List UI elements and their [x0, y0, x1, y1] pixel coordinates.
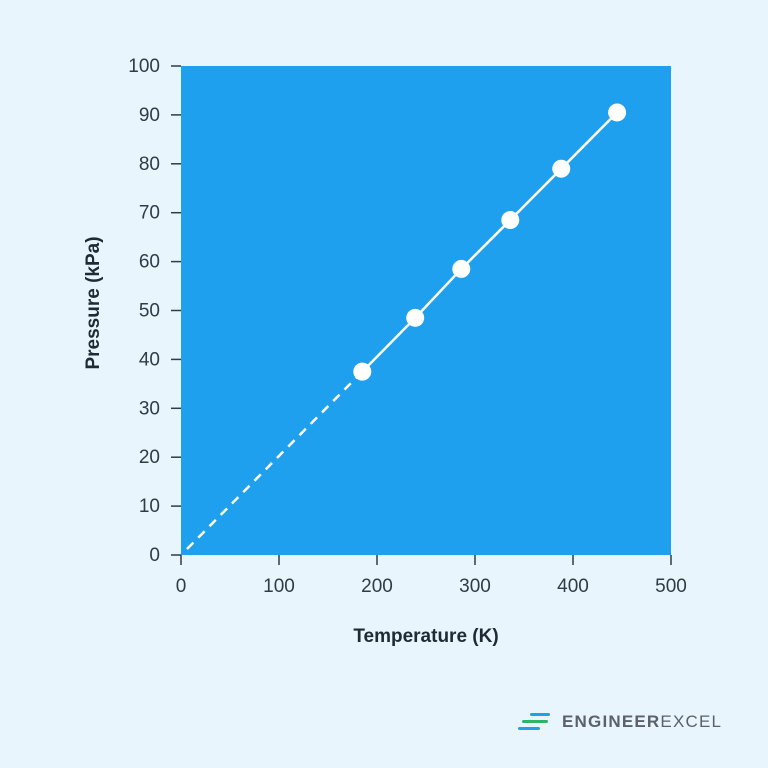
plot-area — [181, 66, 671, 555]
stacked-lines-icon — [518, 710, 552, 734]
data-point — [552, 159, 571, 178]
x-tick-label: 200 — [361, 576, 393, 597]
series-line — [361, 111, 618, 373]
brand-name: ENGINEEREXCEL — [562, 712, 722, 732]
brand-name-part2: EXCEL — [660, 712, 723, 731]
data-point — [406, 308, 425, 327]
x-tick-label: 0 — [176, 576, 187, 597]
y-tick-label: 40 — [139, 349, 160, 370]
x-axis-ticks: 0 100 200 300 400 500 — [176, 555, 687, 597]
y-tick-label: 100 — [128, 56, 160, 77]
y-tick-label: 10 — [139, 496, 160, 517]
series-layer — [186, 103, 627, 550]
data-point — [353, 362, 372, 381]
brand-name-part1: ENGINEER — [562, 712, 661, 731]
data-point — [501, 211, 520, 230]
x-tick-label: 300 — [459, 576, 491, 597]
y-tick-label: 90 — [139, 105, 160, 126]
data-point — [452, 259, 471, 278]
y-tick-label: 80 — [139, 154, 160, 175]
y-tick-label: 70 — [139, 203, 160, 224]
y-axis-ticks: 0 10 20 30 40 50 60 70 80 90 100 — [128, 56, 181, 566]
y-tick-label: 0 — [149, 545, 160, 566]
y-tick-label: 60 — [139, 252, 160, 273]
x-tick-label: 100 — [263, 576, 295, 597]
y-axis-title: Pressure (kPa) — [83, 236, 104, 369]
x-axis-title: Temperature (K) — [353, 626, 498, 647]
x-tick-label: 400 — [557, 576, 589, 597]
y-tick-label: 50 — [139, 301, 160, 322]
data-point — [608, 103, 627, 122]
engineerexcel-logo: ENGINEEREXCEL — [518, 708, 722, 736]
y-tick-label: 30 — [139, 398, 160, 419]
y-tick-label: 20 — [139, 447, 160, 468]
x-tick-label: 500 — [655, 576, 687, 597]
